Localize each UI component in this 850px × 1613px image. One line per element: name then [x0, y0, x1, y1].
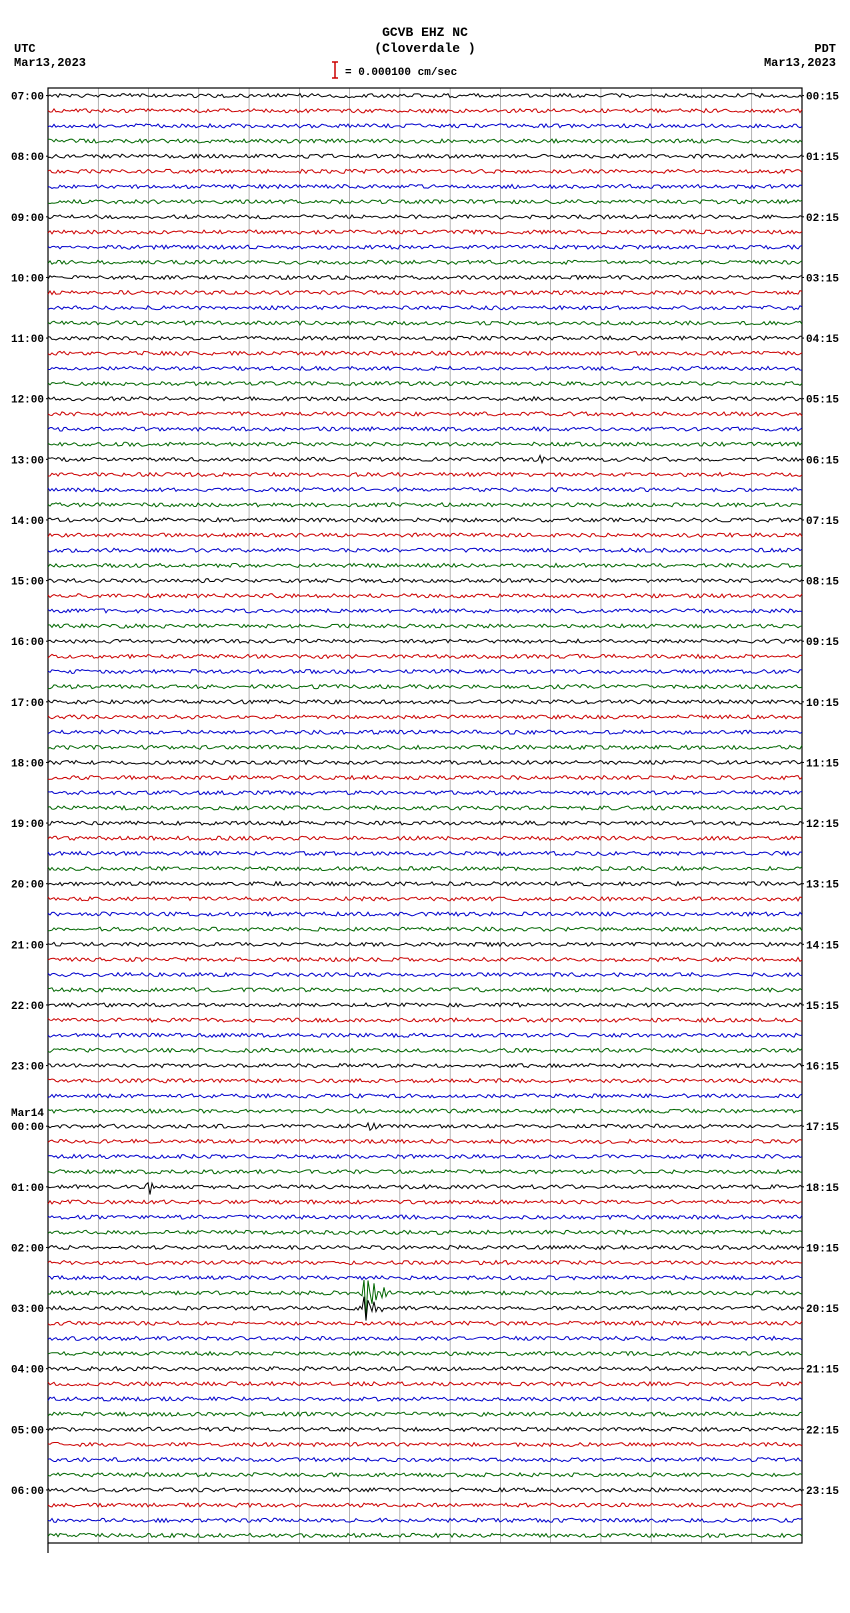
svg-text:06:15: 06:15: [806, 455, 839, 467]
svg-text:17:00: 17:00: [11, 698, 44, 710]
svg-text:19:00: 19:00: [11, 819, 44, 831]
svg-text:01:00: 01:00: [11, 1183, 44, 1195]
svg-text:18:00: 18:00: [11, 758, 44, 770]
svg-text:PDT: PDT: [814, 42, 836, 56]
svg-text:13:15: 13:15: [806, 880, 839, 892]
seismogram-container: GCVB EHZ NC(Cloverdale ) = 0.000100 cm/se…: [0, 0, 850, 1613]
svg-text:(Cloverdale ): (Cloverdale ): [374, 41, 475, 56]
svg-text:06:00: 06:00: [11, 1486, 44, 1498]
svg-text:12:00: 12:00: [11, 395, 44, 407]
svg-text:11:15: 11:15: [806, 758, 839, 770]
svg-text:15:00: 15:00: [11, 577, 44, 589]
svg-text:03:15: 03:15: [806, 273, 839, 285]
svg-text:21:00: 21:00: [11, 940, 44, 952]
svg-text:07:00: 07:00: [11, 92, 44, 104]
svg-text:22:15: 22:15: [806, 1425, 839, 1437]
svg-text:13:00: 13:00: [11, 455, 44, 467]
svg-text:16:00: 16:00: [11, 637, 44, 649]
seismogram-plot: GCVB EHZ NC(Cloverdale ) = 0.000100 cm/se…: [0, 0, 850, 1613]
svg-text:08:15: 08:15: [806, 577, 839, 589]
svg-text:16:15: 16:15: [806, 1062, 839, 1074]
svg-text:17:15: 17:15: [806, 1122, 839, 1134]
svg-text:15:15: 15:15: [806, 1001, 839, 1013]
svg-text:20:00: 20:00: [11, 880, 44, 892]
svg-text:23:15: 23:15: [806, 1486, 839, 1498]
svg-text:14:00: 14:00: [11, 516, 44, 528]
svg-text:11:00: 11:00: [11, 334, 44, 346]
svg-text:04:00: 04:00: [11, 1365, 44, 1377]
svg-text:19:15: 19:15: [806, 1243, 839, 1255]
svg-text:12:15: 12:15: [806, 819, 839, 831]
svg-text:UTC: UTC: [14, 42, 36, 56]
svg-text:08:00: 08:00: [11, 152, 44, 164]
svg-text:23:00: 23:00: [11, 1062, 44, 1074]
svg-text:02:15: 02:15: [806, 213, 839, 225]
svg-text:04:15: 04:15: [806, 334, 839, 346]
svg-text:14:15: 14:15: [806, 940, 839, 952]
svg-text:09:00: 09:00: [11, 213, 44, 225]
svg-text:05:00: 05:00: [11, 1425, 44, 1437]
svg-text:07:15: 07:15: [806, 516, 839, 528]
svg-text:00:15: 00:15: [806, 92, 839, 104]
svg-text:Mar13,2023: Mar13,2023: [764, 56, 836, 70]
svg-text:09:15: 09:15: [806, 637, 839, 649]
svg-text:01:15: 01:15: [806, 152, 839, 164]
svg-text:Mar13,2023: Mar13,2023: [14, 56, 86, 70]
svg-text:22:00: 22:00: [11, 1001, 44, 1013]
svg-text:03:00: 03:00: [11, 1304, 44, 1316]
svg-text:= 0.000100 cm/sec: = 0.000100 cm/sec: [345, 67, 457, 79]
svg-text:GCVB EHZ NC: GCVB EHZ NC: [382, 25, 468, 40]
svg-text:20:15: 20:15: [806, 1304, 839, 1316]
svg-text:02:00: 02:00: [11, 1243, 44, 1255]
svg-text:21:15: 21:15: [806, 1365, 839, 1377]
svg-text:18:15: 18:15: [806, 1183, 839, 1195]
svg-text:Mar14: Mar14: [11, 1108, 44, 1120]
svg-text:10:00: 10:00: [11, 273, 44, 285]
svg-text:05:15: 05:15: [806, 395, 839, 407]
svg-text:00:00: 00:00: [11, 1122, 44, 1134]
svg-text:10:15: 10:15: [806, 698, 839, 710]
